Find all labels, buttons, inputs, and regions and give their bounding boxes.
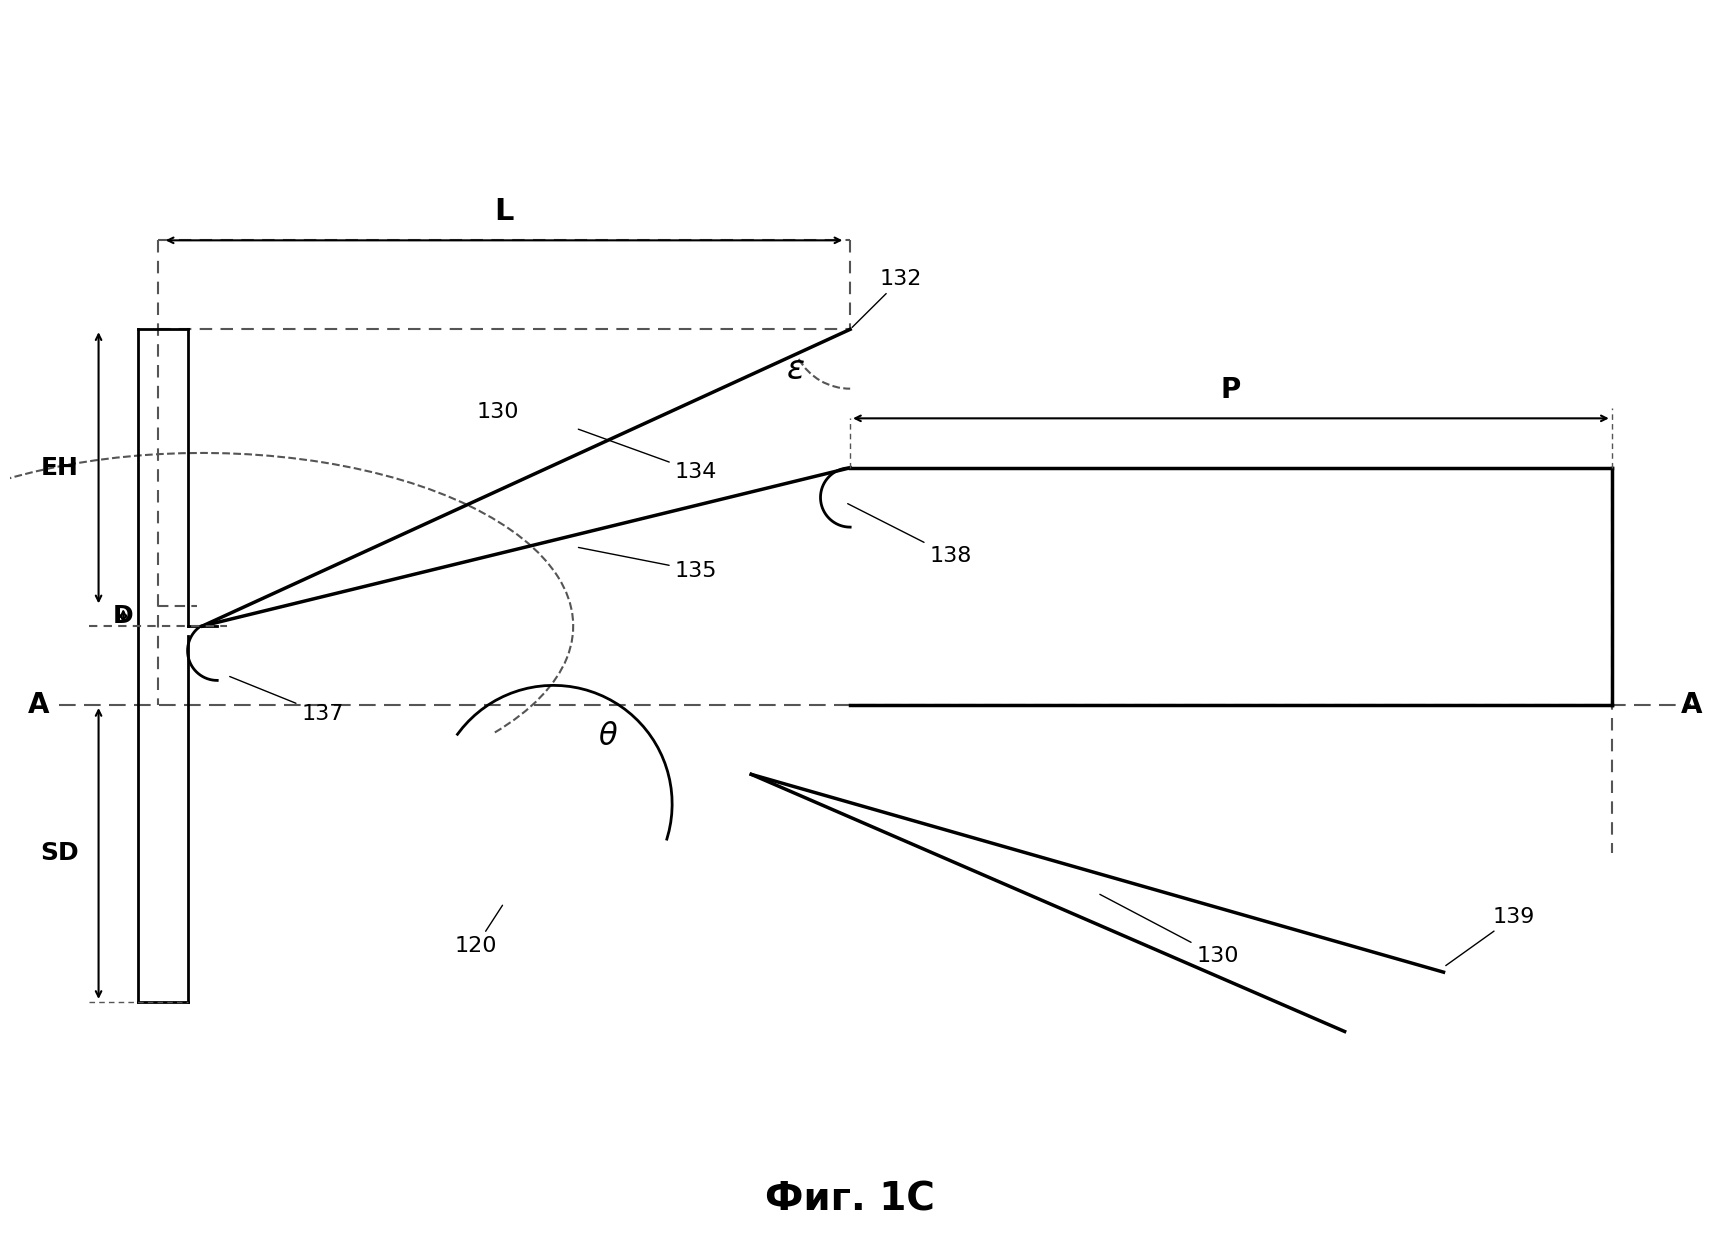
Text: 138: 138 <box>847 504 972 565</box>
Text: SD: SD <box>40 842 80 865</box>
Text: D: D <box>112 604 133 628</box>
Text: 120: 120 <box>455 906 503 956</box>
Text: $\varepsilon$: $\varepsilon$ <box>787 353 806 386</box>
Text: Фиг. 1C: Фиг. 1C <box>766 1181 935 1218</box>
Text: 137: 137 <box>230 677 344 723</box>
Text: 135: 135 <box>579 548 718 580</box>
Text: A: A <box>28 691 48 720</box>
Text: 134: 134 <box>577 430 718 482</box>
Text: 132: 132 <box>852 269 922 328</box>
Text: EH: EH <box>41 456 80 480</box>
Text: P: P <box>1221 376 1241 403</box>
Text: 139: 139 <box>1445 907 1535 966</box>
Text: 130: 130 <box>477 402 519 422</box>
Text: L: L <box>494 196 514 226</box>
Text: 130: 130 <box>1100 894 1238 966</box>
Text: A: A <box>1681 691 1703 720</box>
Text: $\theta$: $\theta$ <box>598 722 617 751</box>
